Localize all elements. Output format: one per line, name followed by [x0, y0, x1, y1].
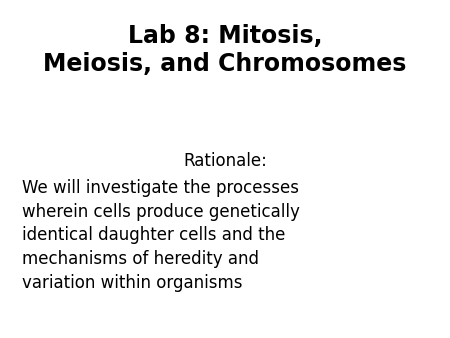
Text: Lab 8: Mitosis,
Meiosis, and Chromosomes: Lab 8: Mitosis, Meiosis, and Chromosomes — [43, 24, 407, 76]
Text: Rationale:: Rationale: — [183, 152, 267, 170]
Text: We will investigate the processes
wherein cells produce genetically
identical da: We will investigate the processes wherei… — [22, 179, 301, 292]
